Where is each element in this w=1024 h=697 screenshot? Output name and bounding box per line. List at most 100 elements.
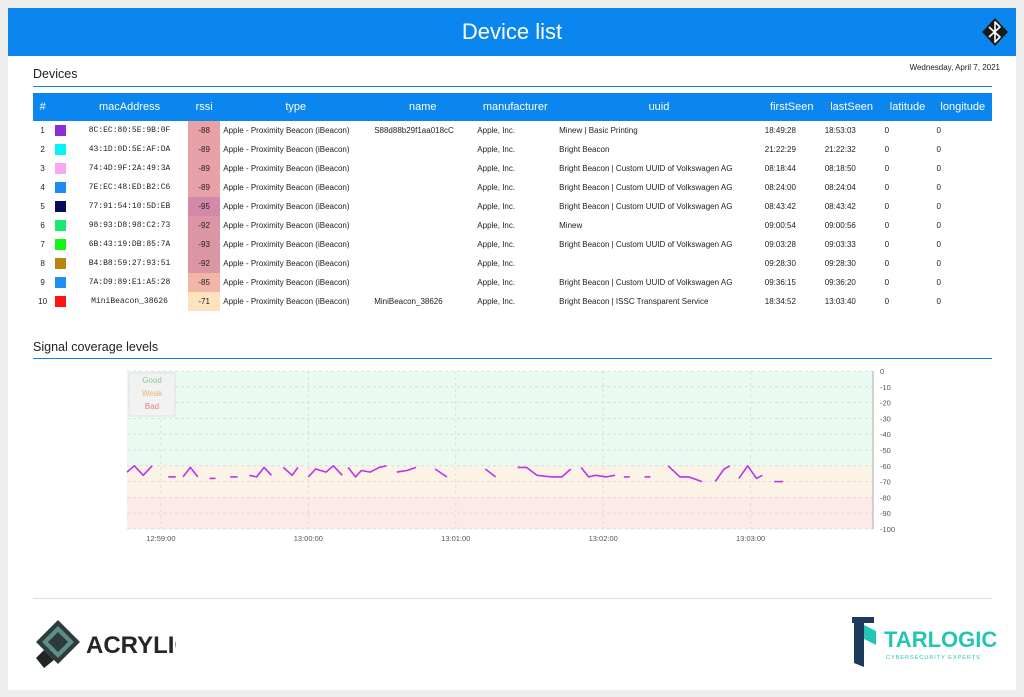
cell-latitude: 0 [884,297,890,306]
device-color-swatch [52,159,71,178]
device-color-swatch [52,216,71,235]
col-header-index[interactable]: # [39,101,46,113]
table-row[interactable]: 2 43:1D:0D:5E:AF:DA -89 Apple - Proximity B… [33,140,992,159]
table-header-row: # macAddress rssi type name manufacturer… [33,93,992,121]
table-row[interactable]: 9 7A:D9:89:E1:A5:28 -85 Apple - Proximity B… [33,273,992,292]
table-row[interactable]: 10 MiniBeacon_38626 -71 Apple - Proximity B… [33,292,992,311]
footer-divider [33,598,992,599]
cell-macaddress: 6B:43:19:DB:85:7A [88,240,171,249]
col-header-type[interactable]: type [285,101,307,113]
cell-latitude: 0 [884,183,890,192]
cell-macaddress: MiniBeacon_38626 [91,297,168,306]
cell-latitude: 0 [884,240,890,249]
col-header-lastseen[interactable]: lastSeen [830,101,874,113]
color-swatch [55,201,67,212]
cell-uuid [556,254,762,273]
device-color-swatch [52,235,71,254]
cell-firstseen: 09:00:54 [764,221,796,230]
col-header-name[interactable]: name [408,101,437,113]
cell-lastseen: 18:53:03 [824,126,856,135]
y-tick-label: -50 [880,446,891,455]
cell-macaddress: 77:91:54:10:5D:EB [88,202,171,211]
cell-manufacturer: Apple, Inc. [477,183,516,192]
x-tick-label: 13:00:00 [294,534,323,543]
report-card: Device list [8,8,1016,690]
device-color-swatch [52,292,71,311]
cell-lastseen: 08:18:50 [824,164,856,173]
col-header-uuid[interactable]: uuid [648,101,670,113]
cell-name [371,178,474,197]
col-header-manufacturer[interactable]: manufacturer [482,101,548,113]
signal-series-segment [738,465,763,480]
cell-manufacturer: Apple, Inc. [477,164,516,173]
signal-coverage-chart: 0 -10 -20 -30 -40 -50 -60 -70 -80 -90 -100 12:59:00… [126,367,895,543]
cell-macaddress: 7A:D9:89:E1:A5:28 [88,278,171,287]
y-tick-label: 0 [880,367,884,376]
cell-macaddress: 8C:EC:80:5E:9B:0F [88,126,171,135]
cell-uuid: Bright Beacon | Custom UUID of Volkswage… [559,278,733,287]
table-row[interactable]: 8 B4:B8:59:27:93:51 -92 Apple - Proximity B… [33,254,992,273]
cell-type: Apple - Proximity Beacon (iBeacon) [223,145,350,154]
x-tick-label: 13:02:00 [589,534,618,543]
cell-rssi: -71 [188,292,221,311]
col-header-macaddress[interactable]: macAddress [98,101,161,113]
signal-series-segment [667,465,703,483]
cell-name [371,235,474,254]
acrylic-logo-text: ACRYLIC [86,632,176,659]
col-header-longitude[interactable]: longitude [940,101,986,113]
signal-series-segment [249,466,273,478]
signal-series-segment [484,468,497,478]
cell-uuid: Minew | Basic Printing [559,126,638,135]
col-header-latitude[interactable]: latitude [889,101,926,113]
cell-manufacturer: Apple, Inc. [477,145,516,154]
signal-divider [33,358,992,359]
x-tick-label: 13:03:00 [736,534,765,543]
color-swatch [55,258,67,269]
table-row[interactable]: 3 74:4D:9F:2A:49:3A -89 Apple - Proximity B… [33,159,992,178]
cell-manufacturer: Apple, Inc. [477,202,516,211]
cell-uuid: Bright Beacon | Custom UUID of Volkswage… [559,240,733,249]
cell-longitude: 0 [936,297,941,306]
legend-item-weak: Weak [142,389,163,398]
cell-name [371,159,474,178]
page-title: Device list [461,19,563,44]
page-header: Device list [8,8,1016,56]
cell-latitude: 0 [884,202,890,211]
cell-index: 10 [38,297,48,306]
device-color-swatch [52,121,71,140]
cell-manufacturer: Apple, Inc. [477,240,516,249]
table-row[interactable]: 6 98:93:D8:98:C2:73 -92 Apple - Proximity B… [33,216,992,235]
cell-uuid: Bright Beacon | Custom UUID of Volkswage… [559,183,733,192]
signal-series-segment [434,468,448,478]
y-tick-label: -30 [880,414,891,423]
table-row[interactable]: 4 7E:EC:48:ED:B2:C6 -89 Apple - Proximity B… [33,178,992,197]
cell-lastseen: 09:00:56 [824,221,856,230]
signal-section-title: Signal coverage levels [33,340,159,354]
cell-lastseen: 08:24:04 [824,183,856,192]
table-row[interactable]: 1 8C:EC:80:5E:9B:0F -88 Apple - Proximity B… [33,121,992,140]
cell-latitude: 0 [884,221,890,230]
cell-longitude: 0 [936,164,941,173]
col-header-rssi[interactable]: rssi [195,101,213,113]
table-row[interactable]: 5 77:91:54:10:5D:EB -95 Apple - Proximity B… [33,197,992,216]
color-swatch [55,144,67,155]
cell-lastseen: 09:36:20 [824,278,856,287]
table-row[interactable]: 7 6B:43:19:DB:85:7A -93 Apple - Proximity B… [33,235,992,254]
color-swatch [55,220,67,231]
col-header-firstseen[interactable]: firstSeen [770,101,814,113]
device-color-swatch [52,178,71,197]
device-color-swatch [52,197,71,216]
tarlogic-tagline: CYBERSECURITY EXPERTS [886,655,981,661]
devices-divider [33,86,992,87]
cell-manufacturer: Apple, Inc. [477,259,516,268]
cell-rssi: -88 [188,121,221,140]
signal-series-segment [126,465,153,477]
cell-uuid: Bright Beacon | ISSC Transparent Service [559,297,709,306]
cell-type: Apple - Proximity Beacon (iBeacon) [223,278,350,287]
signal-series-segment [517,466,572,478]
cell-firstseen: 18:34:52 [764,297,796,306]
y-tick-label: -20 [880,399,891,408]
signal-series-segment [307,465,343,478]
cell-macaddress: 43:1D:0D:5E:AF:DA [88,145,171,154]
cell-lastseen: 13:03:40 [824,297,856,306]
